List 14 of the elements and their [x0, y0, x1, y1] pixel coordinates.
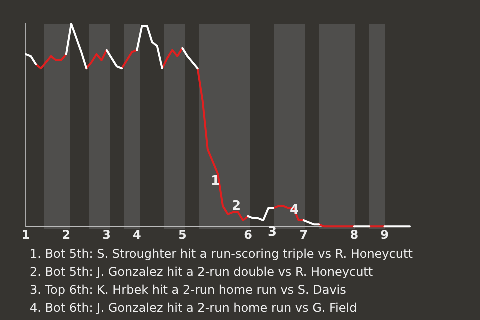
text: 1. Bot 5th: S. Stroughter hit a run-scoring triple vs R. Honeycutt — [30, 246, 413, 263]
x-tick-label: 8 — [350, 228, 359, 242]
x-tick-label: 2 — [62, 228, 71, 242]
x-tick-label: 5 — [178, 228, 187, 242]
x-tick-label: 3 — [102, 228, 112, 242]
text: 3. Top 6th: K. Hrbek hit a 2-run home run vs S. Davis — [30, 282, 348, 299]
x-tick-label: 1 — [22, 228, 30, 242]
text: 4. Bot 6th: J. Gonzalez hit a 2-run home run vs G. Field — [30, 300, 358, 317]
annotation: 2 — [232, 199, 242, 214]
text: 2. Bot 5th: J. Gonzalez hit a 2-run double vs R. Honeycutt — [30, 264, 374, 281]
x-tick-label: 6 — [244, 228, 252, 242]
x-tick-label: 4 — [132, 228, 142, 242]
x-tick-label: 9 — [380, 228, 389, 242]
x-tick-label: 7 — [300, 228, 308, 242]
